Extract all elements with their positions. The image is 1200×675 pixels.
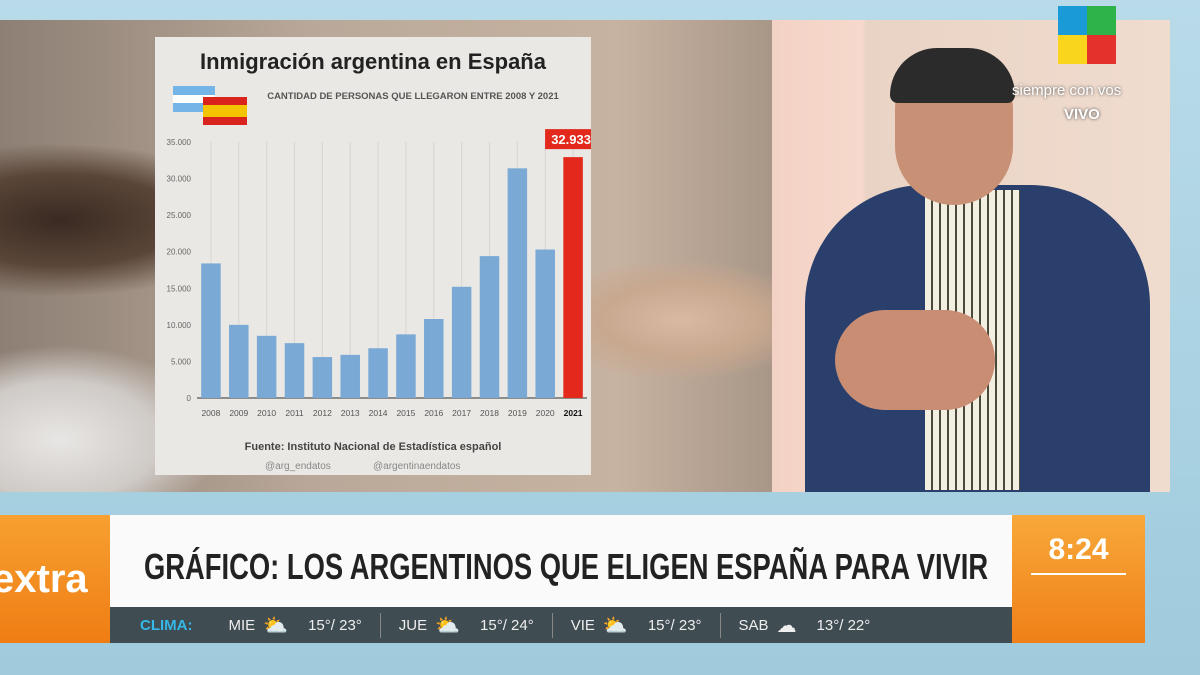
live-indicator: VIVO [1064,106,1100,123]
headline-text: GRÁFICO: LOS ARGENTINOS QUE ELIGEN ESPAÑ… [144,546,989,587]
bar-2019 [507,168,528,398]
highlight-label: 32.933 [551,132,591,147]
x-tick-label: 2020 [536,408,555,418]
x-tick-label: 2021 [564,408,583,418]
x-tick-label: 2014 [369,408,388,418]
y-tick-label: 25.000 [167,211,192,220]
bar-2020 [535,249,555,398]
rain-sun-icon: ⛅ [435,614,461,637]
twitter-handle: @arg_endatos [265,461,331,472]
x-tick-label: 2017 [452,408,471,418]
headline-bar: GRÁFICO: LOS ARGENTINOS QUE ELIGEN ESPAÑ… [110,515,1012,607]
bar-2010 [256,335,277,398]
chart-subtitle: CANTIDAD DE PERSONAS QUE LLEGARON ENTRE … [267,91,559,102]
program-logo: extra [0,515,110,643]
presenter-hands [835,310,995,410]
spain-flag-icon [203,97,247,125]
rain-sun-icon: ⛅ [263,614,289,637]
bar-2013 [340,354,360,398]
clock-time: 8:24 [1048,533,1109,566]
x-tick-label: 2010 [257,408,276,418]
rain-cloud-icon: ☁ [776,614,797,637]
bar-2017 [451,286,472,398]
forecast-day: SAB [738,616,769,634]
weather-label: CLIMA: [140,616,193,634]
chart-title: Inmigración argentina en España [200,49,547,74]
y-tick-label: 10.000 [167,321,192,330]
argentina-flag-icon [173,86,215,112]
channel-logo [1058,6,1116,64]
bar-2012 [312,357,333,398]
bar-2008 [201,263,221,398]
channel-slogan: siempre con vos [1012,82,1122,99]
x-tick-label: 2009 [229,408,248,418]
x-tick-label: 2012 [313,408,332,418]
forecast-temp: 15°/ 23° [308,616,362,634]
forecast-day: VIE [570,616,595,634]
forecast-sab: SAB ☁ 13°/ 22° [719,612,889,638]
forecast-mie: MIE ⛅ 15°/ 23° [211,613,380,638]
forecast-temp: 15°/ 23° [647,616,702,634]
bar-2014 [368,348,388,398]
x-tick-label: 2013 [341,408,360,418]
presenter-hair [890,48,1015,103]
bar-chart: Inmigración argentina en España CANTIDAD… [167,49,591,472]
forecast-day: JUE [398,616,428,634]
instagram-handle: @argentinaendatos [373,461,460,472]
highlight-label-box [545,129,591,150]
cloud-sun-icon: ⛅ [602,614,628,637]
forecast-temp: 15°/ 24° [480,616,534,634]
forecast-day: MIE [228,616,256,634]
y-tick-label: 15.000 [167,284,192,293]
x-tick-label: 2019 [508,408,527,418]
bar-2021 [563,157,583,398]
bar-2011 [284,343,305,398]
lower-third: extra GRÁFICO: LOS ARGENTINOS QUE ELIGEN… [0,515,1200,645]
x-tick-label: 2018 [480,408,499,418]
weather-ticker: CLIMA: MIE ⛅ 15°/ 23° JUE ⛅ 15°/ 24° VIE ⛅ 15°/ … [110,607,1012,643]
bar-2009 [229,324,249,398]
x-tick-label: 2015 [396,408,415,418]
y-tick-label: 5.000 [171,357,192,366]
y-tick-label: 20.000 [167,248,192,257]
forecast-temp: 13°/ 22° [816,616,871,634]
forecast-vie: VIE ⛅ 15°/ 23° [551,612,720,638]
y-tick-label: 35.000 [167,138,192,147]
chart-card: Inmigración argentina en España CANTIDAD… [155,37,591,475]
y-tick-label: 0 [187,394,192,403]
bar-2016 [424,319,444,398]
x-tick-label: 2016 [424,408,443,418]
clock: 8:24 [1012,515,1145,643]
x-tick-label: 2008 [201,408,220,418]
chart-source: Fuente: Instituto Nacional de Estadístic… [245,441,502,453]
x-tick-label: 2011 [285,408,304,418]
forecast-jue: JUE ⛅ 15°/ 24° [379,612,552,638]
y-tick-label: 30.000 [167,175,192,184]
bar-2018 [479,256,500,398]
bar-2015 [396,334,416,398]
